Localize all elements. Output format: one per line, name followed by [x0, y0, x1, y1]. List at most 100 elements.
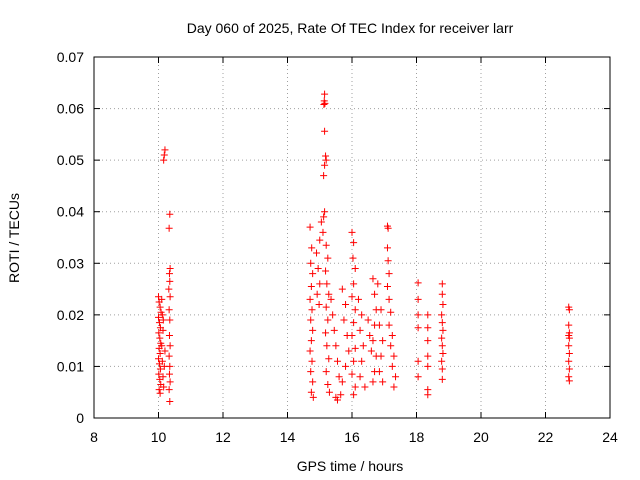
data-point: [156, 334, 164, 342]
data-point: [384, 224, 392, 232]
x-tick-label: 10: [151, 429, 167, 445]
data-point: [374, 280, 382, 288]
data-point: [342, 362, 350, 370]
data-point: [156, 389, 164, 397]
data-point: [313, 249, 321, 257]
data-point: [377, 306, 385, 314]
grid-lines: [94, 57, 610, 418]
data-point: [351, 383, 359, 391]
data-point: [165, 352, 173, 360]
data-point: [166, 277, 174, 285]
data-point: [565, 377, 573, 385]
data-point: [348, 331, 356, 339]
data-point: [439, 350, 447, 358]
data-point: [350, 280, 358, 288]
y-tick-label: 0.04: [57, 204, 84, 220]
data-point: [322, 329, 330, 337]
data-point: [322, 241, 330, 249]
data-point: [160, 383, 168, 391]
data-point: [158, 311, 166, 319]
y-tick-label: 0.05: [57, 152, 84, 168]
chart-title: Day 060 of 2025, Rate Of TEC Index for r…: [187, 20, 514, 36]
data-point: [351, 264, 359, 272]
data-point: [348, 293, 356, 301]
data-point: [335, 373, 343, 381]
data-point: [322, 156, 330, 164]
data-point: [385, 321, 393, 329]
data-point: [156, 350, 164, 358]
data-point: [309, 393, 317, 401]
data-point: [166, 342, 174, 350]
data-point: [414, 311, 422, 319]
data-point: [361, 383, 369, 391]
x-tick-label: 8: [90, 429, 98, 445]
data-point: [565, 321, 573, 329]
data-point: [384, 257, 392, 265]
data-point: [166, 362, 174, 370]
data-point: [155, 319, 163, 327]
data-point: [165, 386, 173, 394]
data-point: [155, 386, 163, 394]
data-point: [165, 285, 173, 293]
data-point: [387, 308, 395, 316]
data-point: [165, 370, 173, 378]
y-tick-label: 0.01: [57, 358, 84, 374]
data-point: [324, 380, 332, 388]
data-point: [325, 355, 333, 363]
data-point: [414, 373, 422, 381]
y-tick-labels: 0 0.01 0.02 0.03 0.04 0.05 0.06 0.07: [57, 49, 84, 426]
data-point: [315, 301, 323, 309]
data-point: [388, 331, 396, 339]
data-point: [414, 295, 422, 303]
data-point: [322, 303, 330, 311]
y-tick-label: 0.03: [57, 255, 84, 271]
y-tick-label: 0.02: [57, 307, 84, 323]
y-tick-label: 0.07: [57, 49, 84, 65]
data-point: [321, 208, 329, 216]
data-point: [414, 357, 422, 365]
data-point: [158, 295, 166, 303]
data-point: [349, 254, 357, 262]
data-point: [565, 306, 573, 314]
data-point: [565, 365, 573, 373]
data-point: [165, 331, 173, 339]
data-point: [424, 311, 432, 319]
data-points: [155, 90, 573, 405]
data-point: [392, 373, 400, 381]
data-point: [308, 306, 316, 314]
data-point: [439, 326, 447, 334]
x-tick-label: 18: [409, 429, 425, 445]
data-point: [159, 373, 167, 381]
data-point: [438, 280, 446, 288]
data-point: [333, 396, 341, 404]
data-point: [159, 326, 167, 334]
data-point: [320, 172, 328, 180]
data-point: [165, 306, 173, 314]
data-point: [438, 334, 446, 342]
data-point: [307, 316, 315, 324]
data-point: [322, 368, 330, 376]
data-point: [565, 334, 573, 342]
data-point: [356, 373, 364, 381]
data-point: [385, 270, 393, 278]
data-point: [321, 127, 329, 135]
data-point: [438, 290, 446, 298]
data-point: [314, 264, 322, 272]
data-point: [166, 264, 174, 272]
data-point: [306, 347, 314, 355]
data-point: [438, 311, 446, 319]
data-point: [354, 295, 362, 303]
data-point: [155, 313, 162, 321]
data-point: [158, 342, 166, 350]
data-point: [327, 295, 335, 303]
data-point: [375, 321, 383, 329]
data-point: [383, 282, 391, 290]
y-tick-label: 0: [76, 410, 84, 426]
data-point: [414, 279, 422, 287]
data-point: [379, 337, 387, 345]
data-point: [324, 254, 332, 262]
data-point: [166, 293, 174, 301]
data-point: [345, 347, 353, 355]
data-point: [325, 290, 333, 298]
data-point: [438, 365, 446, 373]
